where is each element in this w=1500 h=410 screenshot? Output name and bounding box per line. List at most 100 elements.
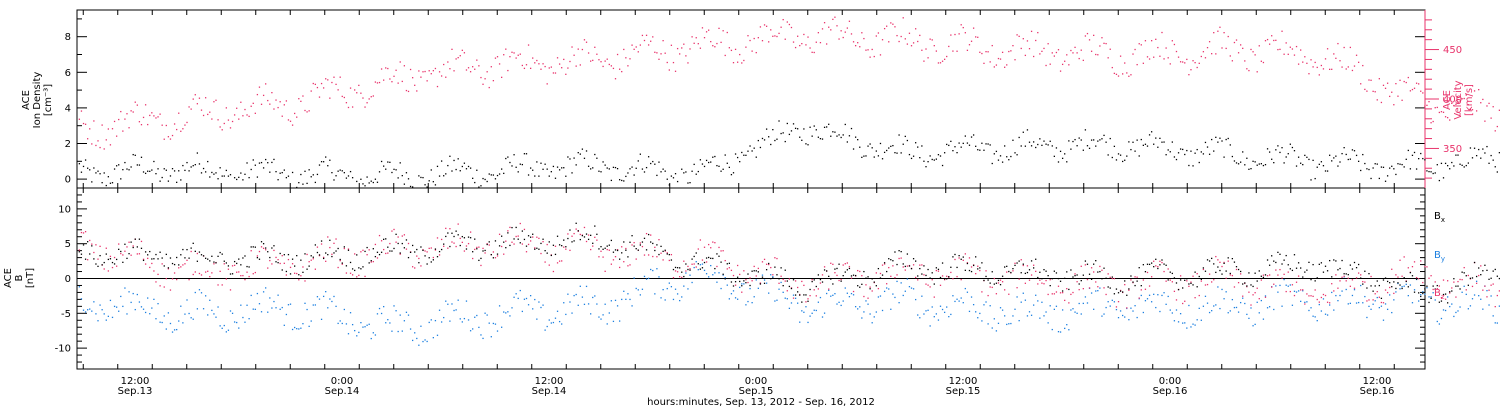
- density-point: [1324, 170, 1327, 172]
- bx-point: [370, 260, 372, 262]
- bx-point: [97, 265, 99, 268]
- by-point: [1215, 304, 1217, 306]
- bx-point: [204, 257, 207, 259]
- bz-point: [478, 246, 480, 248]
- bz-point: [333, 242, 335, 244]
- bx-point: [1188, 283, 1190, 285]
- by-series: [78, 261, 1500, 346]
- by-point: [1324, 313, 1327, 315]
- bx-point: [736, 276, 739, 278]
- bz-point: [505, 240, 507, 242]
- bx-point: [294, 265, 296, 267]
- density-point: [213, 173, 215, 175]
- bx-point: [1488, 278, 1490, 280]
- density-point: [1252, 160, 1254, 162]
- by-point: [1053, 308, 1055, 311]
- density-point: [161, 176, 163, 179]
- bz-point: [1057, 285, 1060, 287]
- velocity-point: [790, 26, 793, 29]
- bx-point: [120, 250, 122, 253]
- velocity-point: [1264, 40, 1267, 42]
- bx-point: [1370, 285, 1372, 287]
- bz-point: [91, 243, 93, 245]
- bz-point: [1095, 281, 1097, 283]
- velocity-point: [1434, 107, 1436, 109]
- bx-point: [782, 285, 784, 287]
- by-point: [1076, 312, 1078, 314]
- by-point: [1368, 305, 1370, 308]
- velocity-point: [923, 60, 925, 62]
- density-point: [1268, 151, 1271, 153]
- bx-point: [242, 257, 244, 259]
- bx-point: [1109, 287, 1111, 289]
- bx-point: [418, 262, 420, 264]
- velocity-point: [428, 70, 430, 72]
- velocity-point: [879, 54, 882, 56]
- bx-point: [925, 274, 927, 277]
- bz-point: [84, 230, 87, 233]
- bz-point: [291, 263, 294, 265]
- by-point: [1345, 288, 1347, 291]
- by-point: [960, 297, 962, 299]
- velocity-point: [472, 66, 474, 68]
- velocity-point: [556, 57, 559, 59]
- by-point: [291, 328, 294, 331]
- bz-point: [652, 255, 654, 258]
- by-point: [163, 315, 165, 317]
- density-point: [1353, 150, 1356, 152]
- velocity-point: [1494, 130, 1496, 132]
- by-point: [349, 312, 352, 314]
- velocity-point: [915, 28, 917, 30]
- velocity-point: [627, 65, 629, 67]
- by-point: [1268, 306, 1271, 308]
- bz-point: [1407, 267, 1409, 269]
- bz-point: [906, 265, 909, 267]
- bx-point: [683, 275, 685, 278]
- bz-point: [225, 278, 227, 280]
- bz-point: [383, 248, 385, 251]
- by-point: [1494, 322, 1496, 324]
- density-point: [1026, 129, 1029, 131]
- bz-point: [823, 266, 826, 268]
- by-point: [848, 296, 851, 298]
- density-point: [1488, 162, 1490, 164]
- density-point: [1020, 145, 1022, 147]
- velocity-point: [337, 89, 339, 91]
- bz-point: [1140, 289, 1142, 291]
- bz-point: [238, 271, 240, 273]
- bx-point: [1165, 264, 1167, 266]
- bz-point: [915, 276, 917, 279]
- bx-point: [1372, 290, 1374, 292]
- velocity-point: [1337, 42, 1339, 45]
- bz-point: [1295, 281, 1298, 283]
- bx-point: [888, 258, 890, 260]
- bz-point: [1266, 275, 1269, 277]
- bz-point: [511, 241, 513, 243]
- bz-point: [890, 275, 892, 277]
- by-point: [527, 304, 530, 306]
- bz-point: [310, 259, 312, 261]
- bz-point: [960, 279, 962, 281]
- velocity-point: [836, 25, 838, 27]
- by-point: [1223, 298, 1225, 300]
- density-point: [782, 132, 784, 134]
- velocity-point: [861, 32, 863, 34]
- bx-point: [784, 269, 786, 271]
- by-point: [1463, 285, 1465, 287]
- velocity-point: [623, 48, 625, 51]
- bx-point: [1254, 272, 1256, 274]
- velocity-point: [1426, 104, 1428, 106]
- bx-point: [1343, 273, 1345, 275]
- by-point: [670, 286, 673, 288]
- density-point: [1254, 161, 1256, 163]
- by-point: [178, 320, 180, 322]
- density-point: [376, 181, 379, 183]
- bz-point: [95, 244, 97, 246]
- velocity-point: [527, 44, 530, 46]
- velocity-point: [546, 83, 548, 85]
- velocity-point: [418, 70, 420, 72]
- velocity-point: [492, 80, 495, 82]
- by-point: [1422, 291, 1424, 293]
- velocity-point: [1014, 59, 1016, 61]
- velocity-point: [964, 32, 966, 34]
